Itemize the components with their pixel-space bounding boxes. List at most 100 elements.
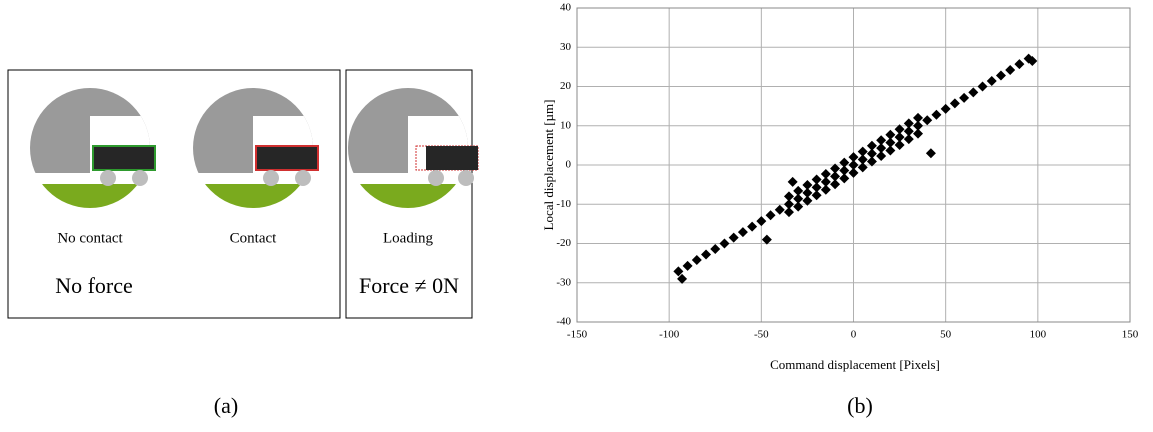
point [802, 180, 813, 191]
point [765, 210, 776, 221]
point [986, 76, 997, 87]
point [839, 165, 850, 176]
y-axis-title: Local displacement [µm] [541, 100, 556, 231]
point [793, 201, 804, 212]
point [839, 173, 850, 184]
point [866, 140, 877, 151]
scene-label: Contact [230, 230, 277, 246]
x-tick-label: -50 [754, 329, 769, 341]
point [885, 129, 896, 140]
point [857, 154, 868, 165]
point [682, 260, 693, 271]
point [959, 92, 970, 103]
point [811, 182, 822, 193]
point [876, 150, 887, 161]
point [949, 98, 960, 109]
x-tick-label: 150 [1122, 329, 1139, 341]
point [903, 126, 914, 137]
point [728, 232, 739, 243]
point [913, 112, 924, 123]
point [903, 118, 914, 129]
point [866, 148, 877, 159]
point [783, 191, 794, 202]
point [848, 167, 859, 178]
scene-label: No contact [57, 230, 123, 246]
point [995, 70, 1006, 81]
point [793, 193, 804, 204]
point [830, 171, 841, 182]
point [747, 221, 758, 232]
point [787, 176, 798, 187]
point [931, 109, 942, 120]
point [1027, 55, 1038, 66]
x-axis-title: Command displacement [Pixels] [770, 357, 940, 372]
x-tick-label: 50 [940, 329, 952, 341]
caption: Force ≠ 0N [359, 273, 459, 298]
point [894, 139, 905, 150]
point [737, 227, 748, 238]
point [691, 254, 702, 265]
y-tick-label: -30 [556, 276, 571, 288]
point [885, 145, 896, 156]
x-tick-label: 0 [851, 329, 857, 341]
x-tick-label: -100 [659, 329, 680, 341]
point [894, 124, 905, 135]
y-tick-label: 40 [560, 2, 572, 14]
point [820, 169, 831, 180]
point [756, 216, 767, 227]
point [885, 137, 896, 148]
point [673, 266, 684, 277]
point [820, 176, 831, 187]
y-tick-label: -20 [556, 237, 571, 249]
point [830, 163, 841, 174]
scene-label: Loading [383, 230, 433, 246]
point [913, 120, 924, 131]
point [839, 157, 850, 168]
y-tick-label: 20 [560, 80, 572, 92]
point [894, 132, 905, 143]
point [857, 162, 868, 173]
plot-frame [576, 7, 1131, 323]
point [820, 184, 831, 195]
point [761, 234, 772, 245]
point [811, 174, 822, 185]
point [968, 87, 979, 98]
point [940, 103, 951, 114]
point [802, 187, 813, 198]
point [774, 204, 785, 215]
point [802, 195, 813, 206]
point [830, 179, 841, 190]
panel-label: (b) [847, 393, 873, 418]
point [811, 190, 822, 201]
y-tick-label: -40 [556, 316, 571, 328]
caption: No force [55, 273, 133, 298]
y-tick-label: 0 [566, 159, 572, 171]
panel-label: (a) [214, 393, 238, 418]
point [1014, 59, 1025, 70]
point [719, 238, 730, 249]
x-tick-label: 100 [1030, 329, 1047, 341]
y-tick-label: -10 [556, 198, 571, 210]
point [977, 81, 988, 92]
point [857, 146, 868, 157]
point [876, 143, 887, 154]
point [710, 243, 721, 254]
point [783, 207, 794, 218]
point [848, 160, 859, 170]
point [866, 156, 877, 167]
point [925, 148, 936, 159]
point [793, 185, 804, 196]
point [876, 135, 887, 146]
point [1005, 65, 1016, 76]
point [922, 115, 933, 126]
y-tick-label: 30 [560, 41, 572, 53]
point [903, 134, 914, 145]
y-tick-label: 10 [560, 119, 572, 131]
point [848, 152, 859, 163]
x-tick-label: -150 [567, 329, 588, 341]
point [783, 199, 794, 210]
point [701, 249, 712, 260]
point [677, 273, 688, 284]
point [913, 128, 924, 139]
